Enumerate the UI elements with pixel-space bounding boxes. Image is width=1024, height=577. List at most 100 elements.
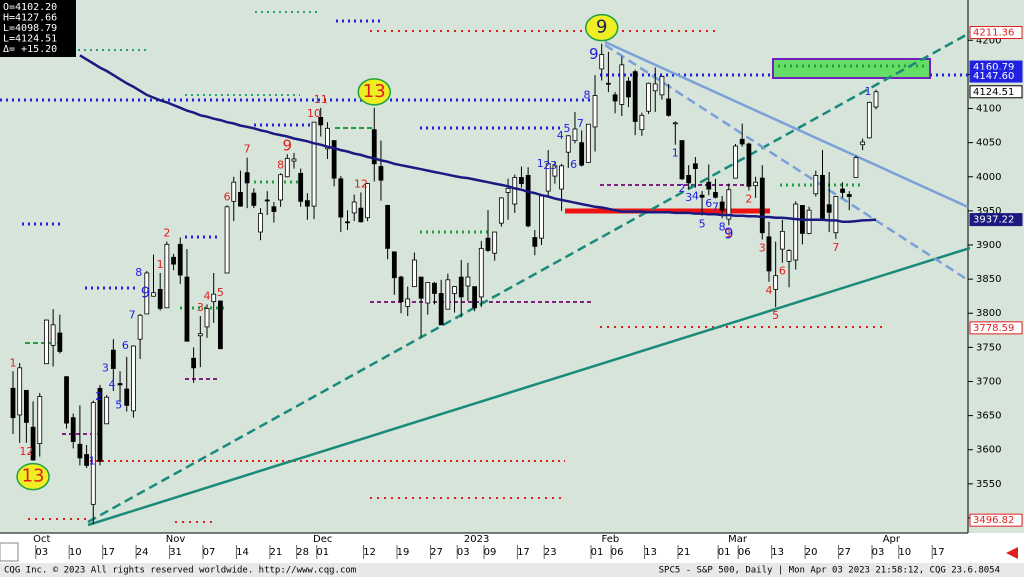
candle-body <box>110 349 116 369</box>
x-month-label: Oct <box>33 534 50 545</box>
td-count: 8 <box>719 220 726 233</box>
candle-body <box>773 275 779 290</box>
x-tick-label: 24 <box>136 547 149 558</box>
candle-body <box>258 213 263 233</box>
candle-body <box>432 282 437 294</box>
td-count: 2 <box>543 159 550 172</box>
candle-body <box>371 129 377 165</box>
candle-body <box>746 143 752 187</box>
candle-body <box>666 98 672 116</box>
candle-body <box>251 192 257 206</box>
td-count: 9 <box>724 225 734 243</box>
candle-body <box>793 203 799 261</box>
candle-body <box>104 396 110 425</box>
x-tick-label: 17 <box>102 547 115 558</box>
x-tick-label: 01 <box>316 547 329 558</box>
candle-body <box>425 282 431 304</box>
td-count: 2 <box>163 227 170 240</box>
candle-body <box>204 308 210 328</box>
td-count: 1 <box>88 454 95 467</box>
td-count: 3 <box>685 191 692 204</box>
candle-body <box>157 288 163 309</box>
candle-body <box>231 181 237 202</box>
x-tick-label: 21 <box>270 547 283 558</box>
candle-body <box>472 286 478 309</box>
y-tick-label: 4100 <box>976 104 1001 115</box>
y-tick-label: 3950 <box>976 206 1001 217</box>
x-tick-label: 06 <box>738 547 751 558</box>
x-tick-label: 10 <box>898 547 911 558</box>
x-tick-label: 06 <box>611 547 624 558</box>
candle-body <box>552 165 558 177</box>
candle-body <box>706 181 712 190</box>
candle-body <box>77 443 83 459</box>
y-tick-label: 3550 <box>976 479 1001 490</box>
candle-body <box>224 206 230 274</box>
price-tag <box>969 513 1023 527</box>
candle-body <box>646 82 651 112</box>
candle-body <box>23 389 29 423</box>
candle-body <box>311 121 317 207</box>
candle-body <box>391 251 397 279</box>
x-tick-label: 20 <box>805 547 818 558</box>
td-count: 2 <box>95 390 102 403</box>
x-tick-label: 13 <box>644 547 657 558</box>
td-count: 4 <box>204 289 211 302</box>
td-count: 3 <box>197 301 204 314</box>
candle-body <box>485 237 491 251</box>
candle-body <box>692 163 698 169</box>
td-count: 8 <box>277 158 284 171</box>
x-tick-label: 07 <box>203 547 216 558</box>
td-count: 12 <box>19 445 33 458</box>
x-tick-label: 17 <box>517 547 530 558</box>
candle-body <box>50 324 56 346</box>
candle-body <box>151 292 156 297</box>
candle-body <box>739 138 745 145</box>
scroll-arrow[interactable] <box>1006 547 1018 559</box>
candle-body <box>779 230 785 250</box>
candle-body <box>452 286 457 294</box>
y-tick-label: 4200 <box>976 35 1001 46</box>
candle-body <box>37 396 43 444</box>
candle-body <box>659 76 665 96</box>
candle-body <box>298 172 304 202</box>
price-tag-label: 4160.79 <box>973 62 1014 73</box>
drawings <box>0 11 976 527</box>
td-count: 9 <box>589 45 599 63</box>
td-count: 12 <box>354 177 368 190</box>
td-count: 6 <box>122 339 129 352</box>
price-tag-label: 3778.59 <box>973 323 1014 334</box>
candle-body <box>606 82 611 85</box>
candle-body <box>458 276 464 298</box>
y-tick-label: 4050 <box>976 138 1001 149</box>
td-count: 1 <box>672 147 679 160</box>
price-tag-label: 3496.82 <box>973 515 1014 526</box>
candle-body <box>418 276 424 299</box>
candle-body <box>211 293 217 303</box>
td-count: 13 <box>22 466 45 487</box>
candle-body <box>579 142 585 166</box>
candle-body <box>164 243 170 309</box>
candle-body <box>753 181 758 187</box>
candle-body <box>238 192 243 207</box>
candle-body <box>358 207 364 223</box>
candle-body <box>398 276 404 303</box>
candle-body <box>318 116 324 126</box>
candle-body <box>632 71 638 122</box>
x-tick-label: 31 <box>169 547 182 558</box>
price-tag-label: 3937.22 <box>973 215 1014 226</box>
candle-body <box>806 209 812 234</box>
td-count: 6 <box>570 158 577 171</box>
candle-body <box>438 293 444 326</box>
scroll-box <box>0 542 19 562</box>
td-count: 1 <box>537 157 544 170</box>
td-count: 2 <box>679 182 686 195</box>
candle-body <box>853 157 859 178</box>
x-tick-label: 14 <box>236 547 249 558</box>
candle-body <box>679 140 685 180</box>
candle-body <box>545 163 551 192</box>
readout-box <box>0 0 76 57</box>
td-count: 3 <box>550 159 557 172</box>
td-highlight <box>584 13 619 42</box>
candle-body <box>304 200 310 207</box>
